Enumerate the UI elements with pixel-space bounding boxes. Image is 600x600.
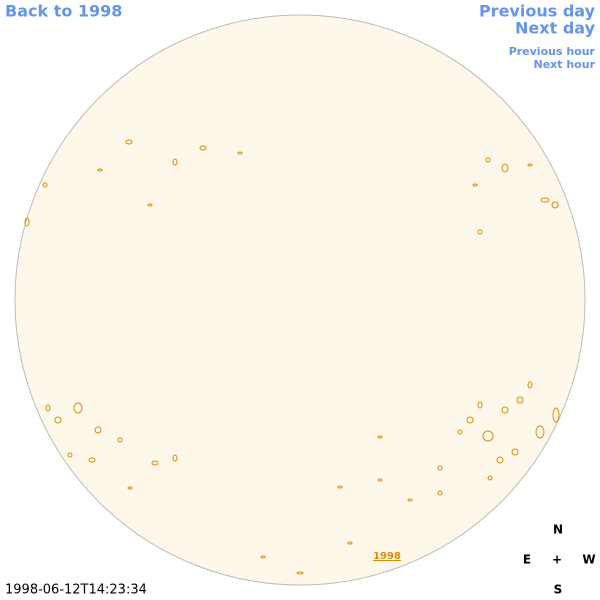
previous-day-link[interactable]: Previous day bbox=[479, 2, 596, 21]
contour bbox=[535, 425, 545, 439]
contour bbox=[172, 158, 178, 166]
compass-center: + bbox=[552, 553, 562, 567]
contour bbox=[151, 460, 159, 466]
contour bbox=[496, 456, 504, 464]
contour bbox=[377, 435, 383, 439]
contour bbox=[482, 430, 494, 442]
contour bbox=[296, 571, 304, 575]
contour bbox=[172, 454, 178, 462]
contour bbox=[551, 201, 559, 209]
contour bbox=[501, 406, 509, 414]
contour bbox=[472, 183, 478, 187]
contour bbox=[24, 217, 30, 227]
previous-hour-link[interactable]: Previous hour bbox=[509, 45, 596, 58]
contour bbox=[237, 151, 243, 155]
contour bbox=[125, 139, 133, 145]
contour bbox=[88, 457, 96, 463]
contour bbox=[42, 182, 48, 188]
back-link[interactable]: Back to 1998 bbox=[5, 2, 122, 21]
contour bbox=[487, 475, 493, 481]
contour bbox=[147, 203, 153, 207]
contour bbox=[45, 404, 51, 412]
contour bbox=[437, 465, 443, 471]
disk-label[interactable]: 1998 bbox=[373, 551, 401, 562]
contour bbox=[477, 401, 483, 409]
contour bbox=[94, 426, 102, 434]
contour bbox=[127, 486, 133, 490]
timestamp: 1998-06-12T14:23:34 bbox=[5, 583, 147, 598]
compass-west: W bbox=[582, 553, 595, 567]
compass-south: S bbox=[554, 583, 563, 597]
contour bbox=[527, 381, 533, 389]
active-regions bbox=[24, 139, 560, 575]
next-day-link[interactable]: Next day bbox=[515, 19, 596, 38]
contour bbox=[73, 402, 83, 414]
next-hour-link[interactable]: Next hour bbox=[534, 58, 596, 71]
contour bbox=[117, 437, 123, 443]
contour bbox=[501, 163, 509, 173]
contour bbox=[199, 145, 207, 151]
contour bbox=[540, 197, 550, 203]
solar-disk bbox=[14, 14, 586, 586]
compass-east: E bbox=[523, 553, 531, 567]
contour bbox=[260, 555, 266, 559]
contour bbox=[54, 416, 62, 424]
contour bbox=[477, 229, 483, 235]
contour bbox=[97, 168, 103, 172]
contour bbox=[457, 429, 463, 435]
contour bbox=[377, 478, 383, 482]
contour bbox=[466, 416, 474, 424]
contour bbox=[485, 157, 491, 163]
contour bbox=[552, 407, 560, 423]
contour bbox=[337, 485, 343, 489]
contour bbox=[511, 448, 519, 456]
contour bbox=[347, 541, 353, 545]
contour bbox=[67, 452, 73, 458]
compass-north: N bbox=[553, 523, 563, 537]
contour bbox=[407, 498, 413, 502]
contour bbox=[527, 163, 533, 167]
contour bbox=[437, 490, 443, 496]
contour bbox=[516, 396, 524, 404]
